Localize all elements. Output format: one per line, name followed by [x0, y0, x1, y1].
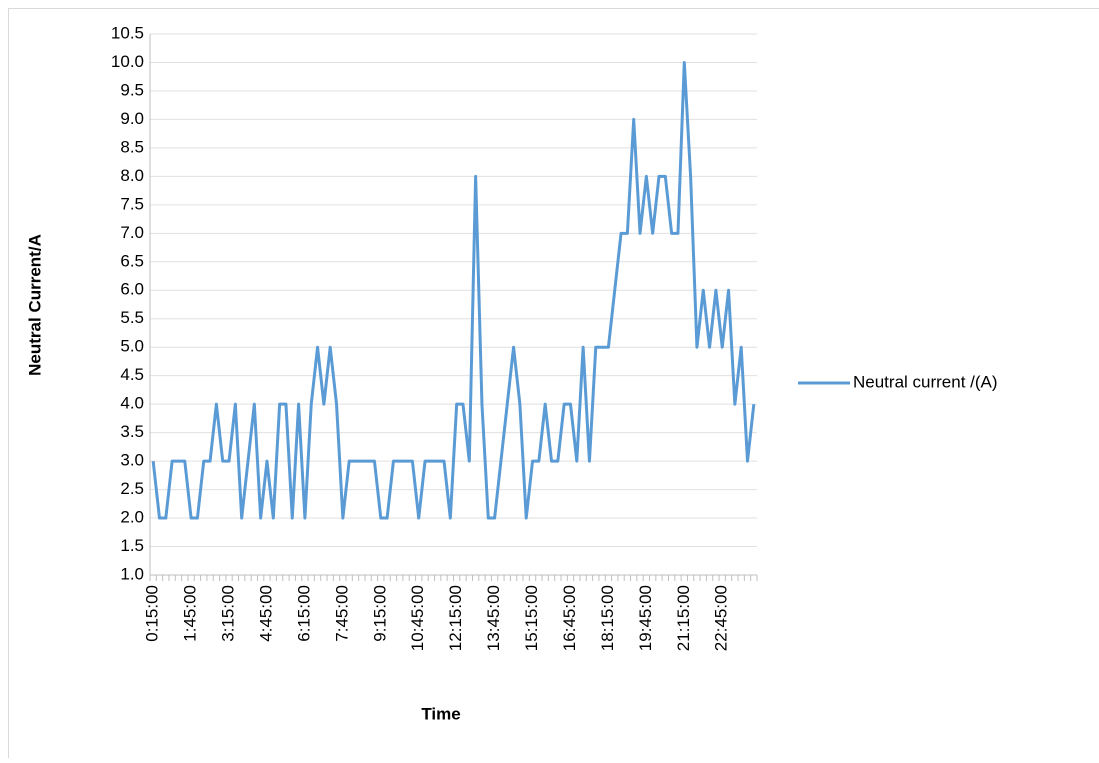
y-tick-label: 8.0: [120, 166, 144, 185]
x-tick-label: 19:45:00: [636, 585, 655, 651]
y-tick-label: 2.5: [120, 479, 144, 498]
x-tick-label: 3:15:00: [219, 585, 238, 642]
x-tick-label: 10:45:00: [408, 585, 427, 651]
x-tick-label: 0:15:00: [143, 585, 162, 642]
x-tick-label: 1:45:00: [181, 585, 200, 642]
y-tick-label: 3.5: [120, 422, 144, 441]
x-tick-label: 12:15:00: [446, 585, 465, 651]
y-tick-label: 10.0: [111, 52, 144, 71]
y-tick-label: 5.5: [120, 308, 144, 327]
y-tick-label: 8.5: [120, 137, 144, 156]
y-tick-label: 3.0: [120, 451, 144, 470]
y-tick-label: 9.0: [120, 109, 144, 128]
y-tick-label: 7.0: [120, 223, 144, 242]
y-tick-label: 6.0: [120, 280, 144, 299]
y-tick-label: 6.5: [120, 251, 144, 270]
x-tick-label: 16:45:00: [560, 585, 579, 651]
x-tick-label: 6:15:00: [294, 585, 313, 642]
x-tick-label: 18:15:00: [598, 585, 617, 651]
y-tick-label: 4.0: [120, 394, 144, 413]
x-tick-label: 15:15:00: [522, 585, 541, 651]
y-tick-label: 5.0: [120, 337, 144, 356]
y-tick-label: 1.5: [120, 536, 144, 555]
x-tick-label: 4:45:00: [256, 585, 275, 642]
y-tick-label: 9.5: [120, 80, 144, 99]
x-tick-label: 9:15:00: [370, 585, 389, 642]
y-tick-label: 10.5: [111, 23, 144, 42]
x-tick-label: 7:45:00: [332, 585, 351, 642]
x-tick-label: 13:45:00: [484, 585, 503, 651]
y-axis-title: Neutral Current/A: [25, 234, 44, 376]
y-tick-label: 7.5: [120, 194, 144, 213]
y-tick-label: 1.0: [120, 564, 144, 583]
legend-label: Neutral current /(A): [853, 372, 998, 391]
y-tick-label: 4.5: [120, 365, 144, 384]
x-axis-title: Time: [421, 704, 460, 723]
y-tick-label: 2.0: [120, 508, 144, 527]
x-tick-label: 22:45:00: [712, 585, 731, 651]
x-tick-label: 21:15:00: [674, 585, 693, 651]
